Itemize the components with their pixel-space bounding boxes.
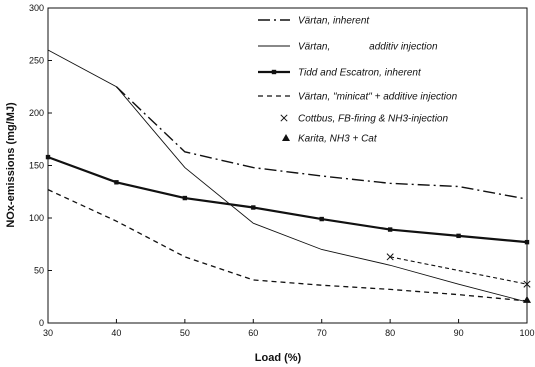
- legend-symbol: [280, 114, 288, 122]
- x-tick-label: 40: [111, 328, 121, 338]
- legend-label: Värtan, inherent: [298, 16, 370, 27]
- y-tick-label: 250: [29, 56, 44, 66]
- x-marker-stroke-b: [280, 114, 288, 122]
- y-axis-ticks: 0 50 100 150 200 250 300: [29, 3, 52, 328]
- legend-symbol: [282, 134, 290, 141]
- data-point: [182, 195, 188, 201]
- x-axis-ticks: 30 40 50 60 70 80 90 100: [43, 319, 535, 338]
- series-line: [47, 156, 528, 244]
- x-axis-title: Load (%): [255, 352, 302, 364]
- legend-label: Tidd and Escatron, inherent: [298, 68, 422, 79]
- data-point: [524, 239, 530, 245]
- legend-label: Värtan, additiv injection: [298, 42, 438, 53]
- series-lines: [45, 49, 531, 303]
- plot-frame: [47, 7, 528, 324]
- series-line: [390, 256, 528, 285]
- data-point: [456, 233, 461, 239]
- y-tick-label: 300: [29, 3, 44, 13]
- y-axis-title: NOx-emissions (mg/MJ): [5, 102, 17, 228]
- data-point: [523, 295, 531, 303]
- data-point: [319, 216, 324, 222]
- plot-border: [47, 7, 528, 324]
- legend-entry: Värtan, "minicat" + additive injection: [258, 92, 458, 103]
- series-line: [115, 86, 528, 200]
- x-marker-stroke-b: [386, 253, 394, 261]
- y-tick-label: 200: [29, 108, 44, 118]
- x-tick-label: 90: [454, 328, 464, 338]
- data-point: [386, 253, 394, 261]
- series-5: [386, 253, 531, 288]
- x-tick-label: 100: [519, 328, 534, 338]
- data-point: [45, 154, 51, 160]
- legend-entry: Cottbus, FB-firing & NH3-injection: [280, 114, 448, 125]
- legend-entry: Värtan, inherent: [258, 16, 370, 27]
- legend: Värtan, inherent Värtan, additiv injectio…: [258, 16, 458, 145]
- y-tick-label: 150: [29, 161, 44, 171]
- x-tick-label: 50: [180, 328, 190, 338]
- x-tick-label: 60: [248, 328, 258, 338]
- y-tick-label: 50: [34, 266, 44, 276]
- series-2: [47, 49, 528, 303]
- x-tick-label: 80: [385, 328, 395, 338]
- legend-label: Cottbus, FB-firing & NH3-injection: [298, 114, 448, 125]
- y-tick-label: 0: [39, 318, 44, 328]
- y-tick-label: 100: [29, 213, 44, 223]
- x-tick-label: 70: [317, 328, 327, 338]
- legend-marker: [271, 69, 277, 75]
- legend-entry: Karita, NH3 + Cat: [282, 134, 378, 145]
- series-line: [47, 49, 528, 303]
- series-6: [523, 295, 531, 303]
- data-point: [523, 280, 531, 288]
- series-1: [115, 86, 528, 200]
- data-point: [387, 227, 393, 232]
- data-point: [114, 180, 119, 185]
- x-tick-label: 30: [43, 328, 53, 338]
- series-3: [45, 154, 530, 245]
- series-4: [47, 189, 528, 302]
- legend-entry: Tidd and Escatron, inherent: [258, 68, 422, 79]
- series-line: [47, 189, 528, 302]
- legend-entry: Värtan, additiv injection: [258, 42, 438, 53]
- legend-label: Karita, NH3 + Cat: [298, 134, 378, 145]
- data-point: [251, 205, 256, 210]
- legend-label: Värtan, "minicat" + additive injection: [298, 92, 458, 103]
- x-marker-stroke-b: [523, 280, 531, 288]
